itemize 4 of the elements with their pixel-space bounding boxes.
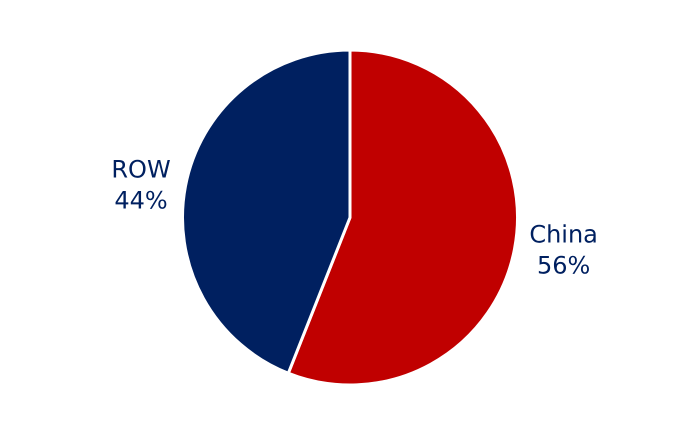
data-label: 56%: [536, 252, 590, 280]
data-label: 44%: [114, 186, 168, 215]
slice-label: China: [529, 220, 598, 248]
slice-label: ROW: [111, 155, 171, 184]
